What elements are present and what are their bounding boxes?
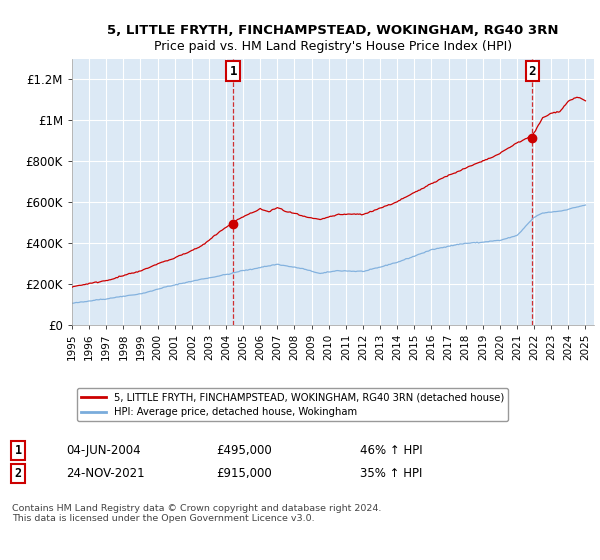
Title: 5, LITTLE FRYTH, FINCHAMPSTEAD, WOKINGHAM, RG40 3RN: 5, LITTLE FRYTH, FINCHAMPSTEAD, WOKINGHA…: [107, 24, 559, 37]
Text: £495,000: £495,000: [216, 444, 272, 458]
Text: 35% ↑ HPI: 35% ↑ HPI: [360, 466, 422, 480]
Text: 46% ↑ HPI: 46% ↑ HPI: [360, 444, 422, 458]
Text: 04-JUN-2004: 04-JUN-2004: [66, 444, 140, 458]
Text: 1: 1: [14, 444, 22, 458]
Legend: 5, LITTLE FRYTH, FINCHAMPSTEAD, WOKINGHAM, RG40 3RN (detached house), HPI: Avera: 5, LITTLE FRYTH, FINCHAMPSTEAD, WOKINGHA…: [77, 388, 508, 421]
Text: £915,000: £915,000: [216, 466, 272, 480]
Text: 2: 2: [14, 466, 22, 480]
Text: 1: 1: [229, 64, 237, 78]
Text: Price paid vs. HM Land Registry's House Price Index (HPI): Price paid vs. HM Land Registry's House …: [154, 40, 512, 54]
Text: Contains HM Land Registry data © Crown copyright and database right 2024.
This d: Contains HM Land Registry data © Crown c…: [12, 504, 382, 524]
Text: 24-NOV-2021: 24-NOV-2021: [66, 466, 145, 480]
Text: 2: 2: [529, 64, 536, 78]
